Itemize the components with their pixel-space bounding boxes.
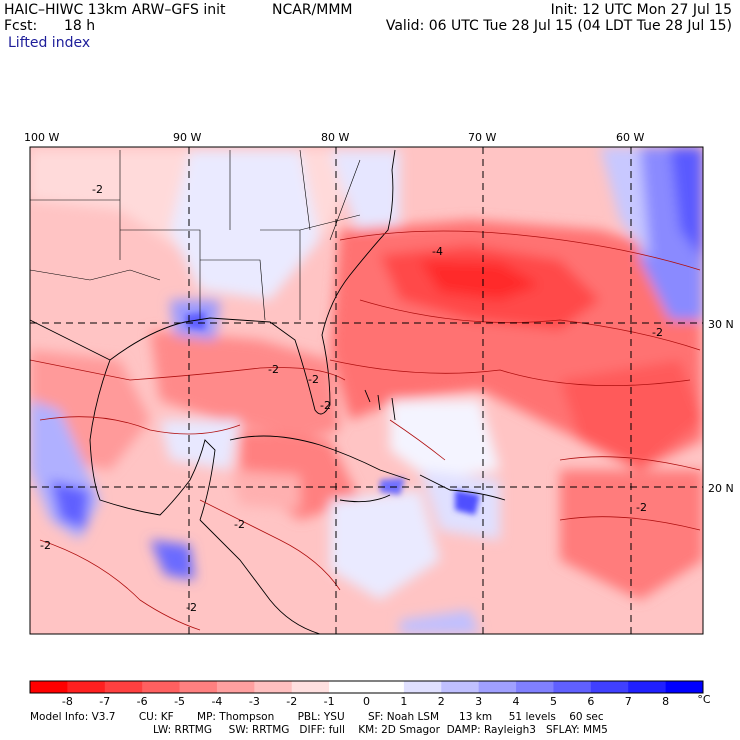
contour-label: -2 <box>234 518 245 531</box>
state-borders <box>30 149 361 321</box>
contour-label: -2 <box>268 363 279 376</box>
model-info-line1: Model Info: V3.7 CU: KF MP: Thompson PBL… <box>30 711 604 723</box>
forecast-label: Fcst: <box>4 18 38 34</box>
contour-label: -2 <box>186 601 197 614</box>
lon-label-60w: 60 W <box>616 131 645 144</box>
colorbar-frame <box>29 680 704 694</box>
colorbar-tick-label: 5 <box>549 695 557 708</box>
colorbar-tick-label: -3 <box>248 695 260 708</box>
colorbar-swatch <box>30 681 68 693</box>
lon-label-70w: 70 W <box>468 131 497 144</box>
colorbar-tick-label: -8 <box>61 695 73 708</box>
colorbar-swatch <box>104 681 143 693</box>
contour-label: -2 <box>636 501 647 514</box>
colorbar-swatch <box>553 681 592 693</box>
colorbar-swatch <box>628 681 667 693</box>
colorbar-swatch <box>329 681 367 693</box>
lon-label-80w: 80 W <box>321 131 350 144</box>
colorbar-swatch <box>291 681 330 693</box>
contour-lines <box>30 230 701 631</box>
colorbar <box>29 680 704 694</box>
valid-time: Valid: 06 UTC Tue 28 Jul 15 (04 LDT Tue … <box>385 18 732 34</box>
shaded-field <box>30 147 703 634</box>
colorbar-swatch <box>142 681 181 693</box>
graticule <box>30 147 703 634</box>
colorbar-tick-label: -7 <box>99 695 111 708</box>
colorbar-swatch <box>179 681 218 693</box>
colorbar-swatch <box>665 681 704 693</box>
colorbar-swatch <box>516 681 554 693</box>
colorbar-swatch <box>403 681 442 693</box>
colorbar-tick-label: 2 <box>437 695 445 708</box>
colorbar-swatch <box>216 681 255 693</box>
colorbar-swatch <box>590 681 629 693</box>
contour-label: -2 <box>92 183 103 196</box>
colorbar-tick-label: -5 <box>174 695 186 708</box>
forecast-hour: 18 h <box>64 18 96 34</box>
model-info-line2: LW: RRTMG SW: RRTMG DIFF: full KM: 2D Sm… <box>153 724 608 736</box>
colorbar-tick-label: -6 <box>136 695 148 708</box>
colorbar-tick-label: 0 <box>363 695 370 708</box>
model-title: HAIC–HIWC 13km ARW–GFS init <box>4 2 226 18</box>
colorbar-swatch <box>254 681 293 693</box>
colorbar-swatch <box>478 681 517 693</box>
lat-label-30n: 30 N <box>708 318 734 331</box>
colorbar-tick-label: 3 <box>475 695 483 708</box>
colorbar-tick-label: 4 <box>512 695 520 708</box>
lat-label-20n: 20 N <box>708 482 734 495</box>
colorbar-tick-label: -1 <box>323 695 335 708</box>
lon-label-100w: 100 W <box>24 131 60 144</box>
lon-label-90w: 90 W <box>173 131 202 144</box>
colorbar-unit: °C <box>697 693 711 706</box>
colorbar-tick-label: 1 <box>400 695 408 708</box>
colorbar-swatch <box>366 681 405 693</box>
colorbar-swatch <box>67 681 106 693</box>
contour-label: -2 <box>320 399 331 412</box>
init-time: Init: 12 UTC Mon 27 Jul 15 <box>550 2 732 18</box>
colorbar-tick-label: 6 <box>587 695 595 708</box>
colorbar-swatch <box>441 681 480 693</box>
map-frame <box>29 146 704 635</box>
org-label: NCAR/MMM <box>272 2 353 18</box>
contour-label: -2 <box>652 326 663 339</box>
colorbar-tick-label: 7 <box>624 695 632 708</box>
colorbar-tick-label: -2 <box>286 695 298 708</box>
colorbar-tick-label: -4 <box>211 695 223 708</box>
contour-label: -4 <box>432 245 443 258</box>
coastlines <box>30 149 506 634</box>
contour-label: -2 <box>40 539 51 552</box>
contour-label: -2 <box>308 373 319 386</box>
field-name: Lifted index <box>8 35 91 51</box>
colorbar-tick-label: 8 <box>662 695 670 708</box>
